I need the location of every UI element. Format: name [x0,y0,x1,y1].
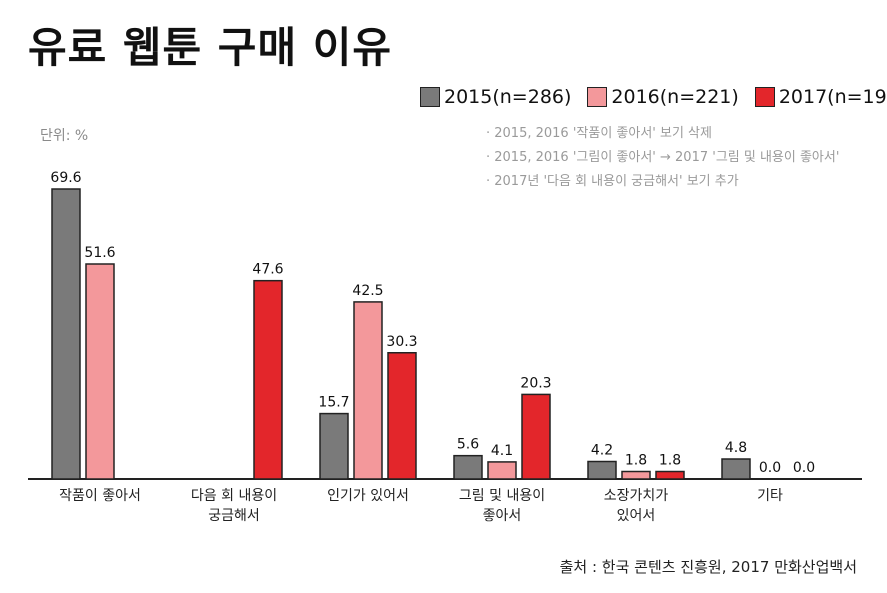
data-label-2016: 4.1 [491,443,513,459]
data-label-2017: 30.3 [386,334,417,350]
data-label-2015: 4.8 [725,440,747,456]
data-label-2017: 47.6 [252,262,283,278]
bar-2017 [521,393,551,480]
category-label: 작품이 좋아서 [59,488,141,504]
note-line: · 2015, 2016 '그림이 좋아서' → 2017 '그림 및 내용이 … [486,150,840,165]
bar-2016 [353,301,383,480]
bar-2015 [721,458,751,480]
chart-title: 유료 웹툰 구매 이유 [28,23,392,72]
data-label-2017: 0.0 [793,460,815,476]
note-line: · 2015, 2016 '작품이 좋아서' 보기 삭제 [486,126,712,141]
legend-item-2017: 2017(n=198) [754,86,887,108]
chart-notes: · 2015, 2016 '작품이 좋아서' 보기 삭제 · 2015, 201… [486,122,839,194]
data-label-2016: 51.6 [84,245,115,261]
category-label: 좋아서 [483,508,522,524]
bar-2016 [85,263,115,480]
unit-label: 단위: % [40,128,89,144]
data-label-2015: 4.2 [591,443,613,459]
legend-swatch-2017 [754,87,775,107]
legend-swatch-2016 [587,87,608,107]
category-label: 소장가치가 [604,488,669,504]
legend-item-2016: 2016(n=221) [587,86,739,108]
legend-label-2017: 2017(n=198) [778,86,887,108]
category-label: 다음 회 내용이 [191,488,277,504]
bar-2015 [51,188,81,480]
bar-2016 [487,461,517,480]
data-label-2016: 42.5 [352,283,383,299]
note-line: · 2017년 '다음 회 내용이 궁금해서' 보기 추가 [486,174,739,189]
bar-2015 [453,454,483,480]
bar-2016 [621,470,651,480]
legend-label-2015: 2015(n=286) [444,86,572,108]
legend: 2015(n=286) 2016(n=221) 2017(n=198) [420,86,887,108]
data-label-2017: 20.3 [520,375,551,391]
legend-swatch-2015 [420,87,440,107]
data-label-2016: 0.0 [759,460,781,476]
data-label-2015: 69.6 [50,170,81,186]
category-label: 인기가 있어서 [327,488,409,504]
bar-2017 [387,352,417,480]
data-label-2015: 5.6 [457,437,479,453]
category-label: 기타 [757,488,783,504]
bar-2017 [253,279,283,480]
legend-item-2015: 2015(n=286) [420,86,571,108]
category-label: 그림 및 내용이 [459,488,545,504]
bar-2015 [587,460,617,480]
category-label: 궁금해서 [208,508,260,524]
data-label-2017: 1.8 [659,453,681,469]
category-label: 있어서 [617,508,656,524]
data-label-2015: 15.7 [318,395,349,411]
source-credit: 출처 : 한국 콘텐츠 진흥원, 2017 만화산업백서 [559,558,857,576]
data-label-2016: 1.8 [625,453,647,469]
bar-2017 [655,470,685,480]
bar-2015 [319,412,349,480]
legend-label-2016: 2016(n=221) [611,86,739,108]
